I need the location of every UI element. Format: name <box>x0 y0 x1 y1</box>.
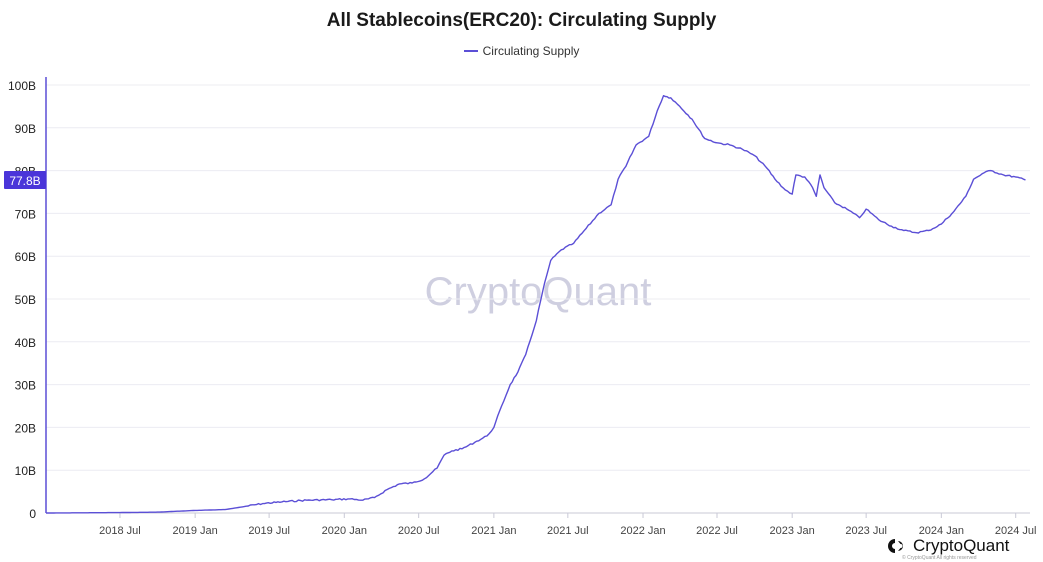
current-value-badge <box>4 171 46 190</box>
x-tick-label: 2024 Jan <box>919 525 964 537</box>
series-line-circulating-supply <box>46 95 1026 514</box>
x-tick-label: 2018 Jul <box>99 525 141 537</box>
y-tick-label: 30B <box>15 379 36 393</box>
x-tick-label: 2020 Jan <box>322 525 367 537</box>
brand-logo: CryptoQuant <box>887 536 1009 556</box>
copyright-text: © CryptoQuant All rights reserved <box>902 555 977 561</box>
legend-label: Circulating Supply <box>482 44 580 58</box>
x-tick-label: 2019 Jul <box>248 525 290 537</box>
x-tick-label: 2024 Jul <box>995 525 1037 537</box>
cryptoquant-logo-icon <box>888 539 903 553</box>
y-tick-label: 70B <box>15 207 36 221</box>
x-tick-label: 2023 Jan <box>770 525 815 537</box>
y-tick-label: 0 <box>29 507 36 521</box>
y-tick-label: 90B <box>15 122 36 136</box>
y-tick-label: 60B <box>15 250 36 264</box>
x-tick-label: 2021 Jan <box>471 525 516 537</box>
y-tick-label: 20B <box>15 421 36 435</box>
y-tick-label: 100B <box>8 79 36 93</box>
legend[interactable]: Circulating Supply <box>0 44 1043 58</box>
x-tick-label: 2021 Jul <box>547 525 589 537</box>
y-tick-label: 10B <box>15 464 36 478</box>
x-tick-label: 2022 Jan <box>620 525 665 537</box>
chart-title: All Stablecoins(ERC20): Circulating Supp… <box>326 10 717 31</box>
watermark-text: CryptoQuant <box>425 270 652 314</box>
brand-name: CryptoQuant <box>913 536 1010 555</box>
x-tick-label: 2022 Jul <box>696 525 738 537</box>
x-tick-label: 2019 Jan <box>173 525 218 537</box>
y-tick-label: 40B <box>15 336 36 350</box>
x-tick-label: 2023 Jul <box>845 525 887 537</box>
legend-swatch <box>463 50 478 52</box>
x-tick-label: 2020 Jul <box>398 525 440 537</box>
current-value-label: 77.8B <box>9 174 40 188</box>
y-tick-label: 50B <box>15 293 36 307</box>
